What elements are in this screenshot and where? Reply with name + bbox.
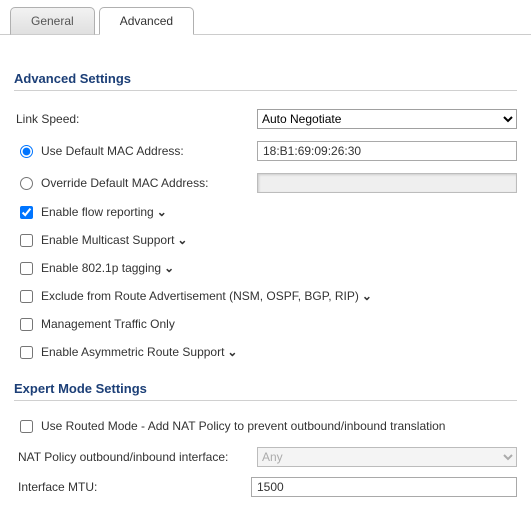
tab-bar: General Advanced [0,0,531,35]
dot1p-checkbox[interactable] [20,262,33,275]
nat-policy-select: Any [257,447,517,467]
row-mtu: Interface MTU: [14,477,517,497]
multicast-label: Enable Multicast Support [41,233,174,247]
override-mac-field [257,173,517,193]
mtu-label: Interface MTU: [14,480,251,494]
flow-reporting-label: Enable flow reporting [41,205,154,219]
row-flow-reporting: Enable flow reporting ⌄ [14,205,517,219]
exclude-route-label: Exclude from Route Advertisement (NSM, O… [41,289,359,303]
row-routed-mode: Use Routed Mode - Add NAT Policy to prev… [14,419,517,433]
row-default-mac: Use Default MAC Address: 18:B1:69:09:26:… [14,141,517,161]
override-mac-label: Override Default MAC Address: [41,176,208,190]
flow-reporting-checkbox[interactable] [20,206,33,219]
tab-advanced[interactable]: Advanced [99,7,194,35]
routed-mode-label: Use Routed Mode - Add NAT Policy to prev… [41,419,445,433]
row-multicast: Enable Multicast Support ⌄ [14,233,517,247]
section-expert-title: Expert Mode Settings [14,381,517,401]
row-asym-route: Enable Asymmetric Route Support ⌄ [14,345,517,359]
row-exclude-route: Exclude from Route Advertisement (NSM, O… [14,289,517,303]
link-speed-label: Link Speed: [16,112,79,126]
asym-route-checkbox[interactable] [20,346,33,359]
link-speed-select[interactable]: Auto Negotiate [257,109,517,129]
row-8021p: Enable 802.1p tagging ⌄ [14,261,517,275]
override-mac-radio[interactable] [20,177,33,190]
exclude-route-checkbox[interactable] [20,290,33,303]
row-mgmt-only: Management Traffic Only [14,317,517,331]
use-default-mac-label: Use Default MAC Address: [41,144,184,158]
multicast-checkbox[interactable] [20,234,33,247]
default-mac-value: 18:B1:69:09:26:30 [257,141,517,161]
dot1p-label: Enable 802.1p tagging [41,261,161,275]
mtu-input[interactable] [251,477,517,497]
nat-policy-label: NAT Policy outbound/inbound interface: [14,450,257,464]
use-default-mac-radio[interactable] [20,145,33,158]
tab-general[interactable]: General [10,7,95,35]
routed-mode-checkbox[interactable] [20,420,33,433]
caret-icon: ⌄ [227,345,237,359]
mgmt-only-checkbox[interactable] [20,318,33,331]
section-advanced-title: Advanced Settings [14,71,517,91]
mgmt-only-label: Management Traffic Only [41,317,175,331]
row-link-speed: Link Speed: Auto Negotiate [14,109,517,129]
row-nat-policy: NAT Policy outbound/inbound interface: A… [14,447,517,467]
caret-icon: ⌄ [362,289,372,303]
caret-icon: ⌄ [157,205,167,219]
advanced-panel: Advanced Settings Link Speed: Auto Negot… [0,35,531,517]
caret-icon: ⌄ [177,233,187,247]
caret-icon: ⌄ [164,261,174,275]
asym-route-label: Enable Asymmetric Route Support [41,345,224,359]
row-override-mac: Override Default MAC Address: [14,173,517,193]
